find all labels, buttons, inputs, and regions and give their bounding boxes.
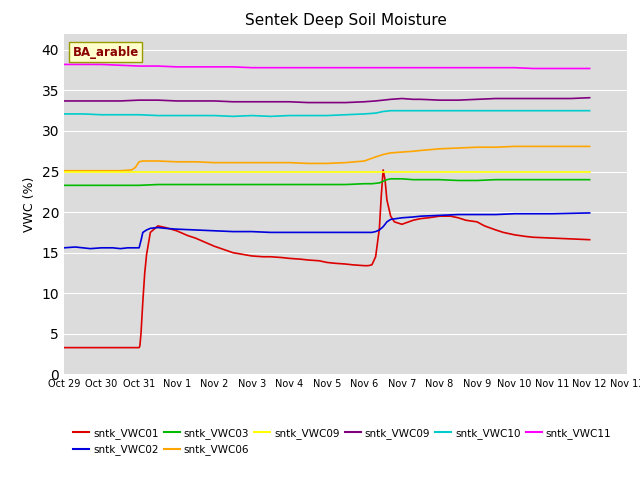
Legend: sntk_VWC01, sntk_VWC02, sntk_VWC03, sntk_VWC06, sntk_VWC09, sntk_VWC09, sntk_VWC: sntk_VWC01, sntk_VWC02, sntk_VWC03, sntk… xyxy=(69,424,616,459)
Text: BA_arable: BA_arable xyxy=(72,46,139,59)
Title: Sentek Deep Soil Moisture: Sentek Deep Soil Moisture xyxy=(244,13,447,28)
Y-axis label: VWC (%): VWC (%) xyxy=(23,176,36,232)
